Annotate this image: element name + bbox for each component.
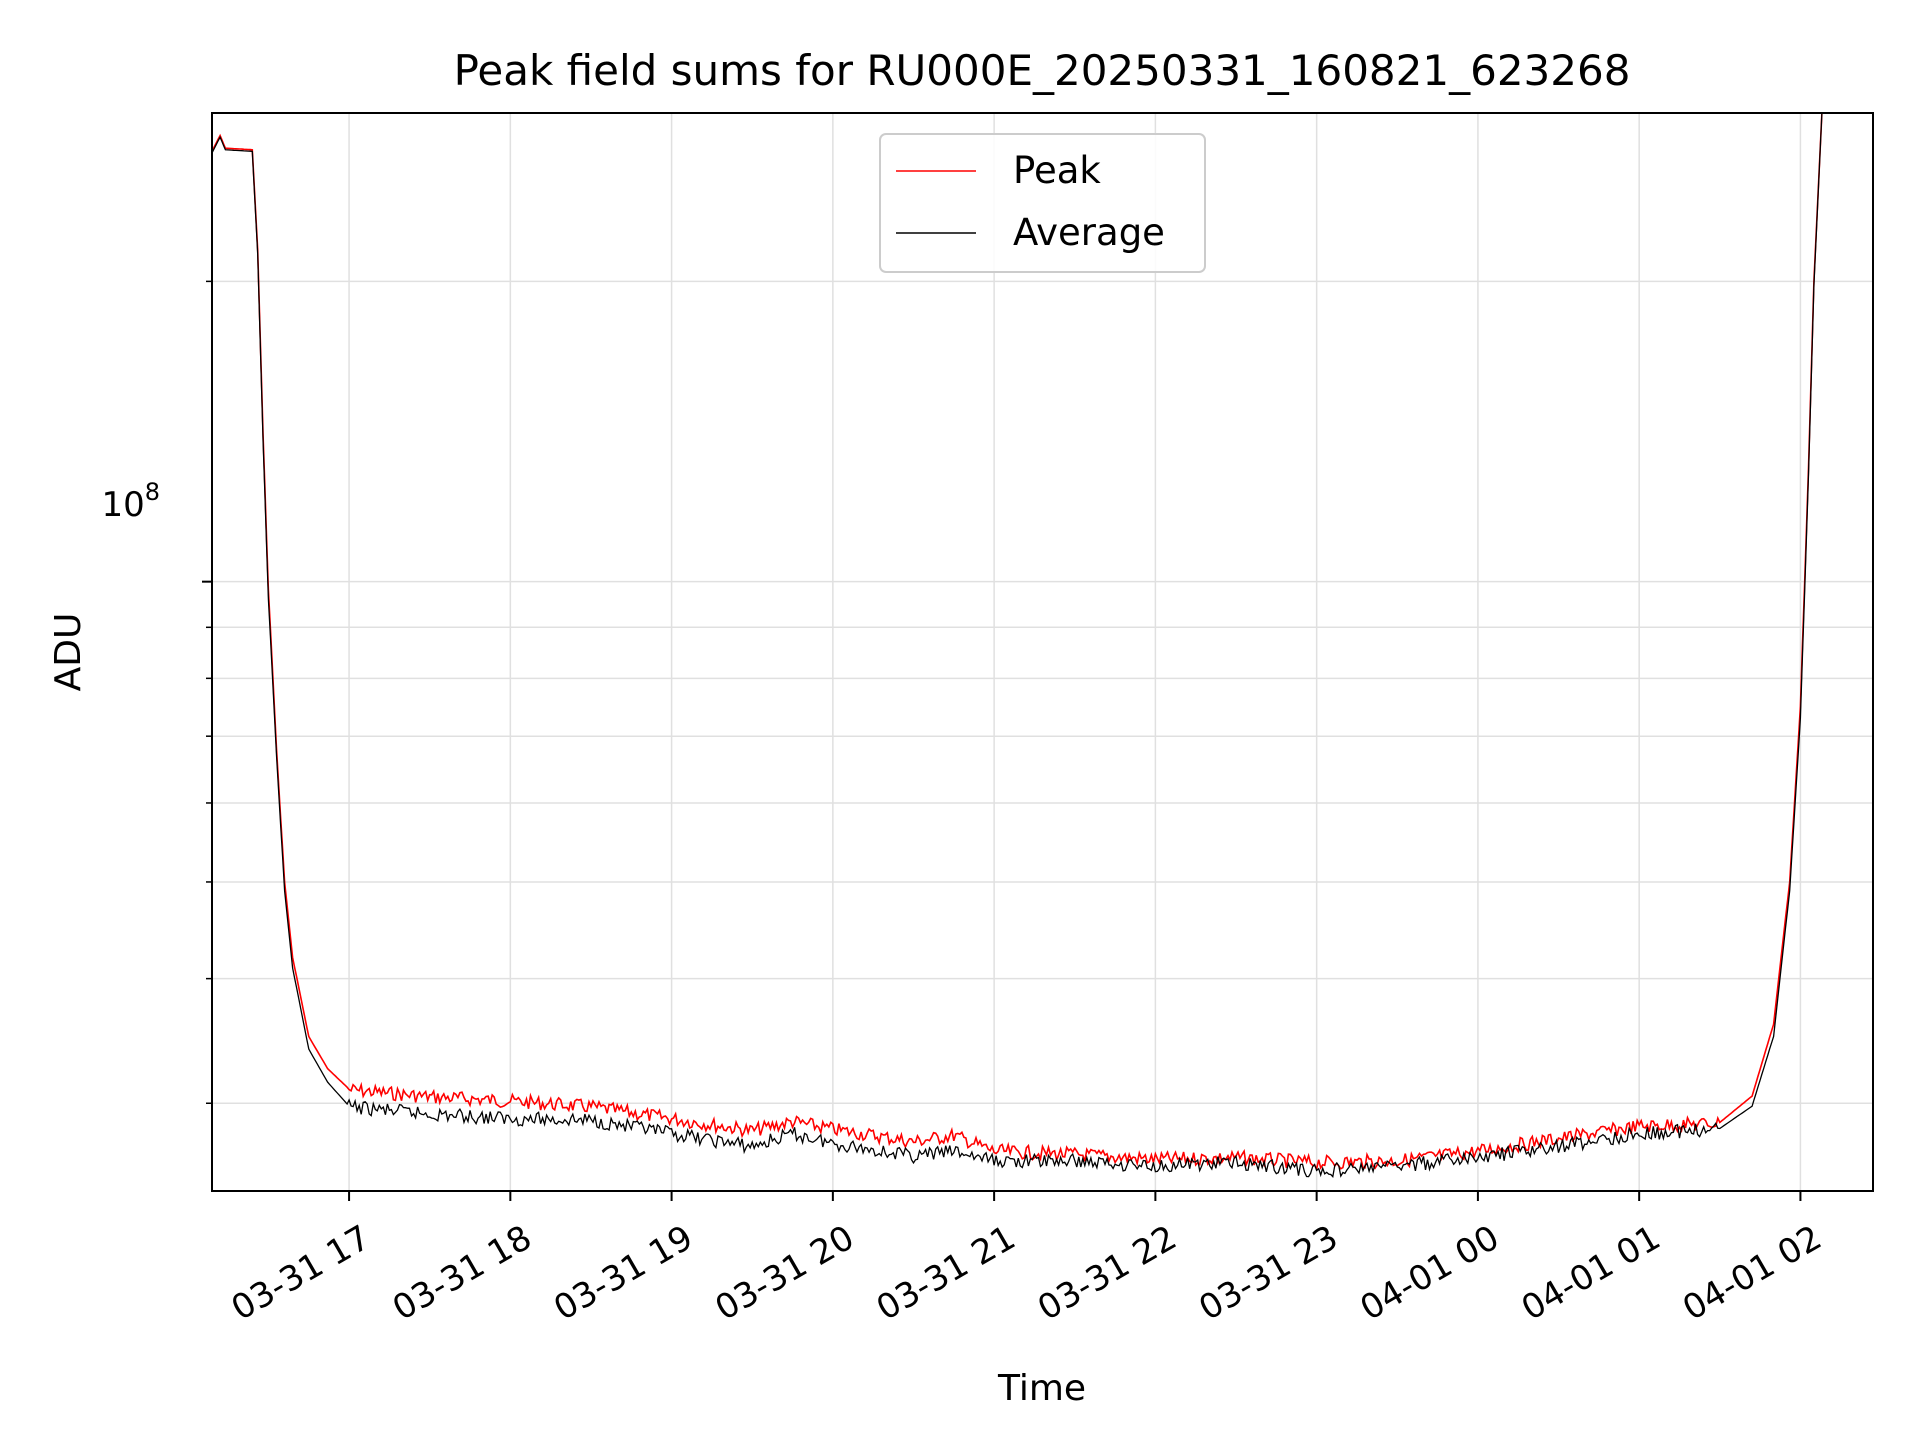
x-axis-label: Time: [997, 1368, 1086, 1409]
series-line-average: [212, 113, 1823, 1178]
y-axis-label: ADU: [48, 613, 89, 692]
x-tick-label: 04-01 00: [1354, 1218, 1506, 1329]
x-tick-label: 04-01 02: [1676, 1218, 1828, 1329]
legend-label-peak: Peak: [1013, 149, 1101, 192]
legend-box: [879, 133, 1206, 273]
series-line-peak: [212, 113, 1823, 1172]
x-tick-label: 03-31 19: [547, 1218, 699, 1329]
x-tick-label: 03-31 20: [709, 1218, 861, 1329]
chart-title: Peak field sums for RU000E_20250331_1608…: [454, 46, 1631, 95]
x-tick-label: 03-31 22: [1031, 1218, 1183, 1329]
plot-frame: [211, 112, 1874, 1192]
x-tick-label: 04-01 01: [1515, 1218, 1667, 1329]
legend: Peak Average: [879, 133, 1206, 273]
x-tick-label: 03-31 18: [386, 1218, 538, 1329]
series-group: [212, 113, 1823, 1178]
y-tick-label: 108: [101, 478, 160, 525]
x-tick-label: 03-31 17: [225, 1218, 377, 1329]
legend-label-average: Average: [1013, 211, 1165, 254]
x-tick-label: 03-31 23: [1192, 1218, 1344, 1329]
x-tick-label: 03-31 21: [870, 1218, 1022, 1329]
axis-ticks: 03-31 17 03-31 18 03-31 19 03-31 20 03-31 21…: [202, 280, 1829, 1329]
grid: [212, 113, 1873, 1191]
